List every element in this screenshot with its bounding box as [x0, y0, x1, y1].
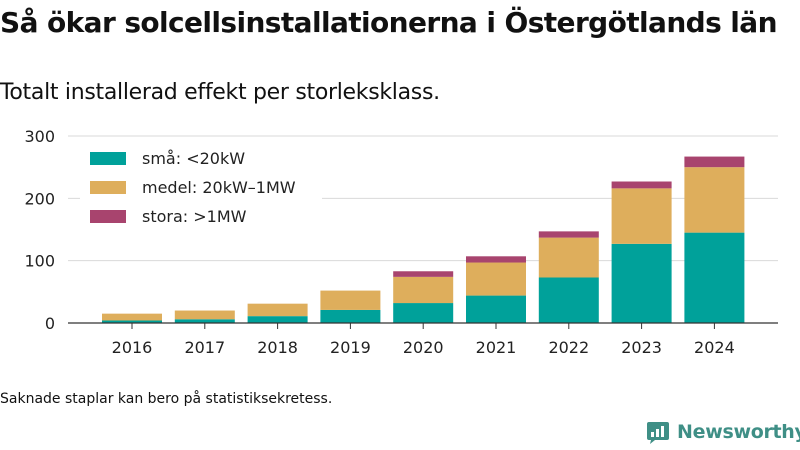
legend-label: stora: >1MW — [142, 207, 247, 226]
chart-title: Så ökar solcellsinstallationerna i Öster… — [0, 6, 778, 39]
x-tick-label: 2020 — [403, 338, 444, 357]
legend-label: medel: 20kW–1MW — [142, 178, 296, 197]
x-tick-label: 2021 — [476, 338, 517, 357]
bar-segment — [611, 243, 672, 323]
bar-segment — [393, 271, 454, 277]
bar-segment — [684, 232, 745, 323]
y-tick-label: 200 — [24, 189, 55, 208]
legend-swatch — [90, 181, 126, 194]
x-tick-label: 2017 — [184, 338, 225, 357]
brand[interactable]: Newsworthy — [646, 420, 800, 444]
chart-subtitle: Totalt installerad effekt per storlekskl… — [0, 80, 440, 105]
bar-segment — [466, 295, 526, 323]
bar-segment — [466, 262, 526, 296]
stacked-bar-chart: 0 100 200 300 2016 2017 2018 2019 2020 2021 2022 20… — [24, 127, 778, 357]
bar-segment — [102, 320, 162, 323]
legend-swatch — [90, 152, 126, 165]
bar-segment — [393, 303, 454, 323]
bar-segment — [611, 188, 672, 244]
bar-segment — [538, 277, 599, 323]
bar-segment — [174, 310, 235, 320]
legend-swatch — [90, 210, 126, 223]
x-tick-label: 2016 — [112, 338, 153, 357]
y-tick-label: 0 — [45, 314, 55, 333]
bar-segment — [174, 319, 235, 323]
bar-segment — [320, 290, 381, 310]
bar-segment — [684, 167, 745, 233]
x-tick-label: 2022 — [548, 338, 589, 357]
bar-segment — [611, 181, 672, 189]
legend-label: små: <20kW — [142, 149, 245, 168]
x-tick-label: 2023 — [621, 338, 662, 357]
x-tick-label: 2018 — [257, 338, 298, 357]
bar-segment — [393, 276, 454, 304]
bar-segment — [684, 156, 745, 168]
bar-segment — [247, 303, 308, 317]
x-tick-label: 2019 — [330, 338, 371, 357]
footnote: Saknade staplar kan bero på statistiksek… — [0, 391, 333, 407]
y-tick-label: 100 — [24, 252, 55, 271]
bar-segment — [102, 313, 162, 321]
bar-segment — [466, 256, 526, 263]
brand-name: Newsworthy — [677, 421, 800, 443]
bar-segment — [320, 309, 381, 323]
bar-segment — [247, 316, 308, 323]
bar-segment — [538, 231, 599, 238]
x-tick-label: 2024 — [694, 338, 735, 357]
newsworthy-logo-icon — [647, 422, 669, 444]
y-tick-label: 300 — [24, 127, 55, 146]
bar-segment — [538, 237, 599, 278]
